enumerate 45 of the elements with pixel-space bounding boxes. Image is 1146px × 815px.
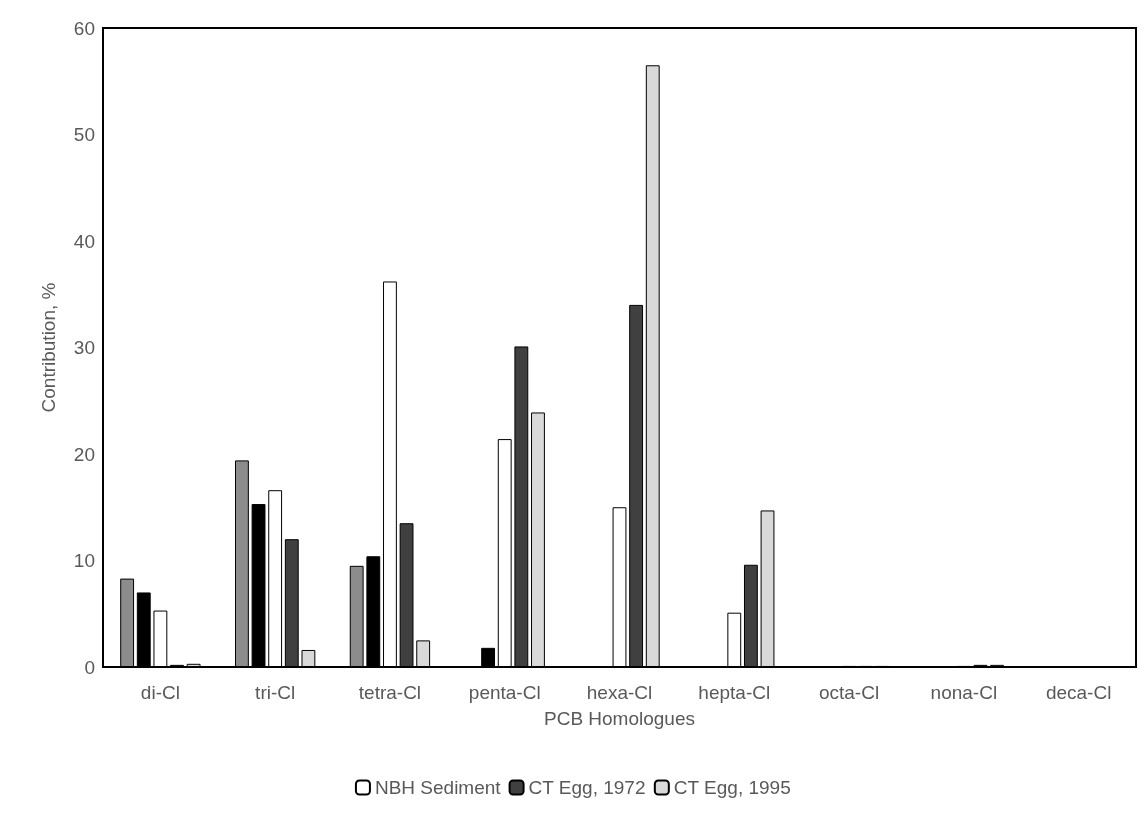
bar [251,504,266,667]
bar [383,281,397,667]
x-tick-label: penta-Cl [468,682,541,703]
legend-label: NBH Sediment [374,777,502,798]
bar [760,510,775,667]
bar [612,507,627,667]
bar [514,346,529,667]
legend-label: CT Egg, 1995 [673,777,791,798]
bar [416,640,431,667]
bar [301,649,316,667]
x-tick-label: nona-Cl [930,682,998,703]
y-axis-title: Contribution, % [38,282,59,413]
x-tick-label: di-Cl [140,682,180,703]
bar [531,412,545,667]
bar [366,556,381,667]
x-tick-label: octa-Cl [818,682,880,703]
bar [481,647,496,667]
bar [284,539,299,667]
legend-label: CT Egg, 1972 [528,777,646,798]
bar [399,523,414,667]
bar [645,65,660,667]
y-tick-label: 0 [84,656,95,678]
bar [153,610,168,667]
y-tick-label: 50 [73,124,95,145]
bar [186,663,201,667]
y-tick-label: 20 [73,443,95,465]
x-axis-title: PCB Homologues [543,708,696,729]
x-tick-label: hexa-Cl [586,682,653,703]
y-tick-label: 60 [73,17,95,39]
bar [136,592,151,667]
bar [349,565,364,667]
x-tick-label: deca-Cl [1045,682,1112,703]
bar [268,490,283,667]
bar [743,564,758,667]
x-tick-label: tetra-Cl [358,682,422,703]
bar [120,578,135,667]
x-tick-label: tri-Cl [255,682,296,703]
x-tick-label: hepta-Cl [698,682,771,703]
y-tick-label: 10 [73,550,95,571]
y-tick-label: 40 [73,230,95,252]
bar [629,304,644,667]
bar [727,612,742,667]
bar [497,439,512,667]
bar [234,460,249,667]
y-tick-label: 30 [73,337,95,358]
